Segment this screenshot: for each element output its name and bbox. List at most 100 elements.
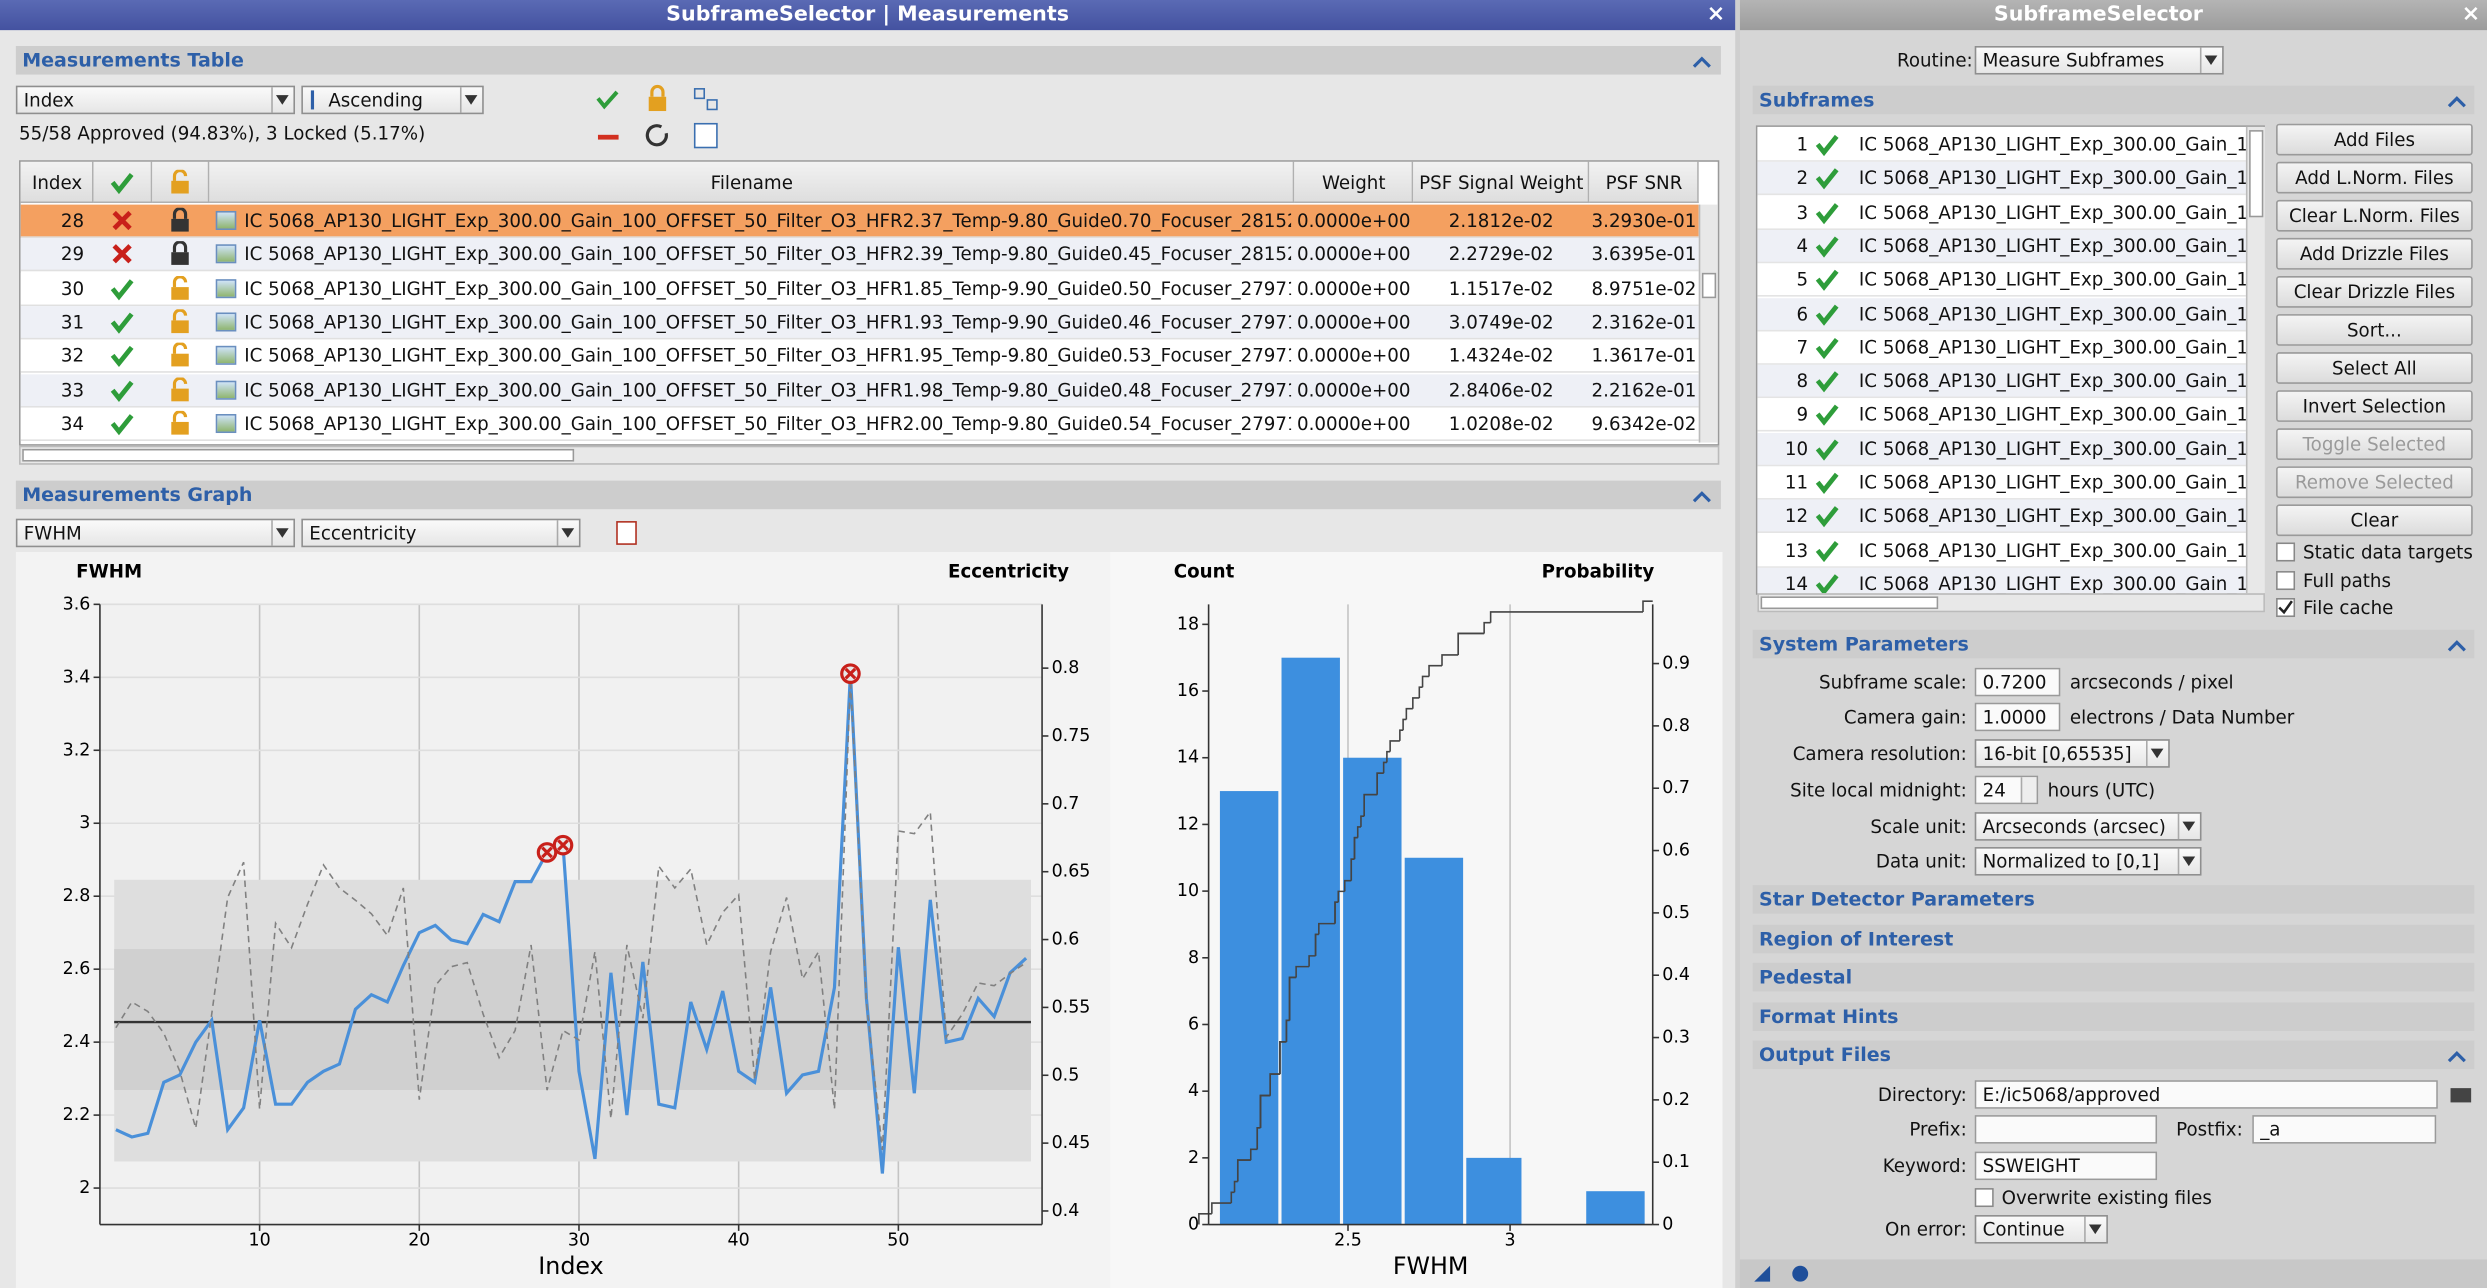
table-row[interactable]: 29 IC 5068_AP130_LIGHT_Exp_300.00_Gain_10… bbox=[20, 238, 1699, 272]
reset-icon[interactable] bbox=[645, 124, 668, 147]
approved-icon[interactable] bbox=[109, 170, 134, 195]
table-row[interactable]: 30 IC 5068_AP130_LIGHT_Exp_300.00_Gain_10… bbox=[20, 272, 1699, 306]
locked-icon[interactable] bbox=[168, 342, 193, 368]
subframe-row[interactable]: 6 IC 5068_AP130_LIGHT_Exp_300.00_Gain_100 bbox=[1757, 297, 2246, 331]
rejected-marker[interactable] bbox=[552, 834, 574, 856]
column-header[interactable] bbox=[152, 161, 210, 204]
approved-icon[interactable] bbox=[1814, 436, 1839, 461]
pdf-icon[interactable] bbox=[616, 521, 637, 545]
approved-icon[interactable] bbox=[1814, 132, 1839, 157]
approved-icon[interactable] bbox=[1814, 301, 1839, 326]
locked-icon[interactable] bbox=[168, 275, 193, 300]
locked-icon[interactable] bbox=[168, 207, 193, 233]
section-header[interactable]: Pedestal bbox=[1752, 962, 2475, 992]
button[interactable]: Clear Drizzle Files bbox=[2276, 275, 2473, 308]
field-input[interactable]: 1.0000 bbox=[1974, 702, 2061, 732]
section-header[interactable]: Measurements Graph bbox=[15, 480, 1721, 510]
approved-icon[interactable] bbox=[109, 343, 134, 368]
field-input[interactable]: 0.7200 bbox=[1974, 667, 2061, 697]
scrollbar-thumb[interactable] bbox=[1760, 596, 1939, 610]
spin-buttons[interactable] bbox=[2020, 777, 2037, 803]
subframe-row[interactable]: 13 IC 5068_AP130_LIGHT_Exp_300.00_Gain_10… bbox=[1757, 533, 2246, 568]
subframe-row[interactable]: 11 IC 5068_AP130_LIGHT_Exp_300.00_Gain_10… bbox=[1757, 466, 2246, 500]
table-row[interactable]: 31 IC 5068_AP130_LIGHT_Exp_300.00_Gain_10… bbox=[20, 305, 1699, 340]
subframe-row[interactable]: 5 IC 5068_AP130_LIGHT_Exp_300.00_Gain_100 bbox=[1757, 263, 2246, 297]
field-input[interactable]: E:/ic5068/approved bbox=[1974, 1080, 2438, 1109]
subframe-row[interactable]: 7 IC 5068_AP130_LIGHT_Exp_300.00_Gain_100 bbox=[1757, 331, 2246, 365]
table-row[interactable]: 28 IC 5068_AP130_LIGHT_Exp_300.00_Gain_10… bbox=[20, 204, 1699, 238]
rejected-marker[interactable] bbox=[536, 842, 558, 863]
button[interactable]: Select All bbox=[2276, 352, 2473, 384]
approved-icon[interactable] bbox=[1814, 199, 1839, 224]
field-input[interactable]: _a bbox=[2252, 1115, 2437, 1144]
section-header[interactable]: Output Files bbox=[1752, 1040, 2475, 1070]
field-input[interactable] bbox=[1974, 1115, 2158, 1144]
subframe-row[interactable]: 8 IC 5068_AP130_LIGHT_Exp_300.00_Gain_100 bbox=[1757, 364, 2246, 399]
approve-icon[interactable] bbox=[596, 90, 619, 110]
section-header[interactable]: System Parameters bbox=[1752, 629, 2475, 659]
approved-icon[interactable] bbox=[1814, 470, 1839, 495]
approved-icon[interactable] bbox=[1814, 571, 1839, 595]
approved-icon[interactable] bbox=[1814, 267, 1839, 292]
subframe-row[interactable]: 1 IC 5068_AP130_LIGHT_Exp_300.00_Gain_100 bbox=[1757, 128, 2246, 162]
sort-order[interactable]: Ascending bbox=[301, 85, 484, 115]
field-input[interactable]: SSWEIGHT bbox=[1974, 1151, 2158, 1181]
button[interactable]: Add Files bbox=[2276, 123, 2473, 156]
close-button[interactable]: × bbox=[2461, 1, 2481, 27]
locked-icon[interactable] bbox=[168, 241, 193, 267]
locked-icon[interactable] bbox=[168, 169, 193, 195]
approved-icon[interactable] bbox=[109, 208, 134, 233]
rejected-marker[interactable] bbox=[840, 663, 861, 684]
grid-icon[interactable] bbox=[693, 88, 706, 100]
section-header[interactable]: Star Detector Parameters bbox=[1752, 885, 2475, 914]
locked-icon[interactable] bbox=[168, 309, 193, 334]
approved-icon[interactable] bbox=[109, 242, 134, 267]
column-header[interactable] bbox=[209, 161, 1295, 204]
table-row[interactable]: 34 IC 5068_AP130_LIGHT_Exp_300.00_Gain_10… bbox=[20, 407, 1699, 441]
subframe-row[interactable]: 3 IC 5068_AP130_LIGHT_Exp_300.00_Gain_100 bbox=[1757, 196, 2246, 230]
button[interactable]: Add L.Norm. Files bbox=[2276, 161, 2473, 194]
approved-icon[interactable] bbox=[1814, 402, 1839, 427]
approved-icon[interactable] bbox=[1814, 233, 1839, 258]
close-button[interactable]: × bbox=[1706, 1, 1726, 27]
column-header[interactable] bbox=[20, 161, 94, 204]
column-header[interactable] bbox=[1294, 161, 1414, 204]
subframe-row[interactable]: 4 IC 5068_AP130_LIGHT_Exp_300.00_Gain_100 bbox=[1757, 229, 2246, 264]
sort-field[interactable]: Index bbox=[15, 85, 296, 115]
button[interactable]: Add Drizzle Files bbox=[2276, 237, 2473, 270]
button[interactable]: Invert Selection bbox=[2276, 390, 2473, 422]
reject-icon[interactable] bbox=[597, 134, 619, 140]
section-header[interactable]: Measurements Table bbox=[15, 45, 1721, 75]
csv-icon[interactable] bbox=[693, 122, 718, 149]
onerror-combo[interactable]: Continue bbox=[1974, 1215, 2108, 1244]
subframe-row[interactable]: 14 IC 5068_AP130_LIGHT_Exp_300.00_Gain_10… bbox=[1757, 567, 2246, 595]
checkbox[interactable] bbox=[2276, 542, 2296, 562]
subframe-row[interactable]: 10 IC 5068_AP130_LIGHT_Exp_300.00_Gain_10… bbox=[1757, 432, 2246, 466]
section-header[interactable]: Region of Interest bbox=[1752, 924, 2475, 954]
button[interactable]: Clear bbox=[2276, 504, 2473, 537]
routine[interactable]: Measure Subframes bbox=[1974, 45, 2224, 75]
section-header[interactable]: Subframes bbox=[1752, 85, 2475, 115]
checkbox[interactable] bbox=[1974, 1188, 1994, 1208]
approved-icon[interactable] bbox=[1814, 368, 1839, 393]
locked-icon[interactable] bbox=[168, 376, 193, 402]
subframe-row[interactable]: 2 IC 5068_AP130_LIGHT_Exp_300.00_Gain_100 bbox=[1757, 162, 2246, 196]
approved-icon[interactable] bbox=[1814, 537, 1839, 562]
toolbar-icon[interactable] bbox=[1792, 1265, 1809, 1282]
lock-icon[interactable] bbox=[648, 96, 667, 112]
button[interactable]: Sort... bbox=[2276, 314, 2473, 346]
y2-property[interactable]: Eccentricity bbox=[301, 518, 581, 548]
field-combo[interactable]: Arcseconds (arcsec) bbox=[1974, 812, 2202, 841]
collapse-icon[interactable] bbox=[1692, 56, 2466, 1063]
scrollbar-thumb[interactable] bbox=[22, 448, 575, 462]
checkbox[interactable] bbox=[2276, 597, 2296, 618]
scrollbar-thumb[interactable] bbox=[2249, 130, 2264, 218]
approved-icon[interactable] bbox=[1814, 165, 1839, 190]
column-header[interactable] bbox=[1413, 161, 1590, 204]
approved-icon[interactable] bbox=[109, 377, 134, 402]
column-header[interactable] bbox=[1589, 161, 1699, 204]
table-row[interactable]: 33 IC 5068_AP130_LIGHT_Exp_300.00_Gain_10… bbox=[20, 373, 1699, 407]
approved-icon[interactable] bbox=[1814, 334, 1839, 359]
button[interactable]: Clear L.Norm. Files bbox=[2276, 199, 2473, 232]
folder-icon[interactable] bbox=[2450, 1088, 2472, 1103]
